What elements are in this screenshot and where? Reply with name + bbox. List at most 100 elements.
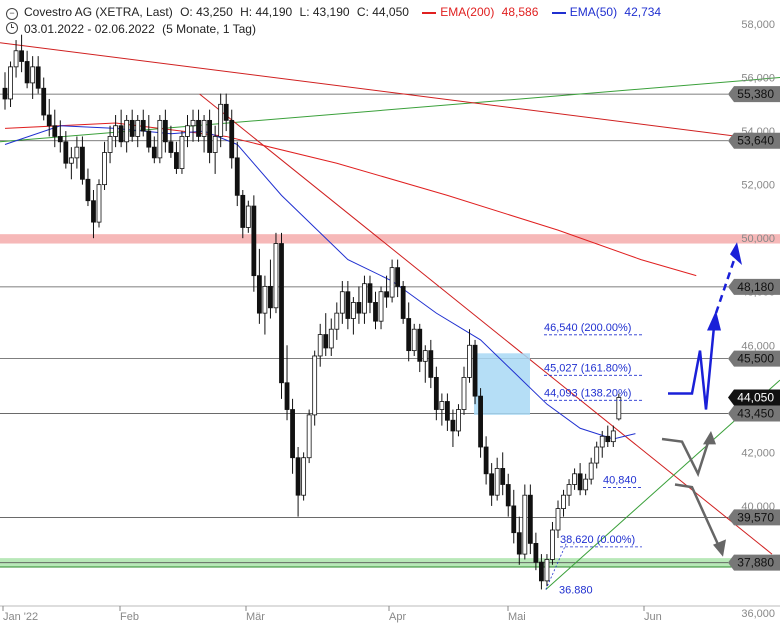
candle-body: [113, 125, 118, 137]
candle-body: [223, 103, 229, 121]
candle-body: [140, 119, 146, 132]
candle-body: [168, 141, 174, 153]
low-value: L: 43,190: [299, 5, 350, 19]
red-down-trendline: [199, 93, 773, 555]
candle-body: [422, 350, 428, 362]
up-arrow-head-icon: [707, 310, 721, 331]
candle-body: [41, 87, 47, 116]
candle-body: [362, 283, 367, 314]
candle-body: [218, 103, 224, 137]
candle-body: [290, 409, 295, 459]
collapse-icon[interactable]: −: [6, 8, 18, 20]
candle-body: [107, 136, 113, 153]
candle-body: [334, 312, 340, 330]
candle-body: [616, 397, 622, 420]
candle-body: [389, 267, 395, 298]
candle-body: [378, 291, 384, 322]
candle-body: [583, 478, 589, 491]
down-scenario-arrow: [674, 483, 722, 550]
y-tick-label: 52,000: [741, 180, 775, 192]
alt-arrow-head-icon: [703, 430, 716, 445]
candle-body: [96, 184, 102, 223]
candle-body: [433, 376, 439, 410]
candle-body: [207, 119, 213, 153]
candle-body: [544, 559, 550, 582]
candle-body: [295, 457, 301, 496]
candle-body: [489, 473, 495, 496]
candle-body: [527, 494, 533, 544]
level-price-tag: [728, 350, 780, 367]
candle-body: [577, 473, 583, 491]
candle-body: [467, 344, 472, 378]
ema200-label: EMA(200): [440, 5, 495, 19]
dashed-arrow-head-icon: [730, 242, 742, 265]
alt-up-scenario-arrow: [661, 435, 712, 478]
candle-body: [450, 419, 456, 432]
low-annotation-label: 36.880: [559, 584, 593, 596]
level-price-tag: [728, 405, 780, 422]
candle-body: [406, 318, 412, 352]
candle-body: [46, 114, 52, 127]
candle-body: [461, 376, 467, 410]
fib-anchor-line: [545, 543, 567, 590]
candle-body: [24, 61, 30, 84]
candle-body: [30, 66, 36, 84]
candle-body: [494, 468, 500, 496]
candle-body: [605, 435, 611, 443]
candle-body: [57, 136, 63, 143]
candle-body: [350, 302, 356, 319]
candle-body: [400, 285, 406, 319]
level-price-tag: [728, 132, 780, 149]
candle-body: [251, 205, 257, 277]
x-tick-label: Mai: [508, 611, 526, 623]
candle-body: [124, 119, 130, 143]
high-value: H: 44,190: [240, 5, 293, 19]
candle-body: [85, 178, 91, 202]
ema200-value: 48,586: [501, 5, 539, 19]
candle-body: [356, 302, 362, 314]
candle-body: [411, 328, 417, 352]
candle-body: [572, 473, 577, 485]
candle-body: [13, 50, 19, 68]
level-price-label: 53,640: [737, 134, 774, 148]
fib-level-label: 46,540 (200.00%): [544, 322, 631, 334]
candle-body: [306, 414, 312, 459]
date-range: 03.01.2022 - 02.06.2022: [24, 22, 155, 36]
candle-body: [229, 119, 235, 159]
candle-body: [179, 136, 185, 169]
candle-body: [533, 542, 539, 563]
ema50-value: 42,734: [624, 5, 662, 19]
x-tick-label: Feb: [120, 611, 139, 623]
candle-body: [35, 66, 41, 89]
x-tick-label: Jun: [644, 611, 662, 623]
candle-body: [185, 125, 190, 137]
level-price-label: 48,180: [737, 280, 774, 294]
candle-body: [135, 119, 141, 137]
level-price-label: 55,380: [737, 87, 774, 101]
candle-body: [317, 334, 323, 357]
candle-body: [500, 468, 506, 485]
y-tick-label: 42,000: [741, 447, 775, 459]
level-price-tag: [728, 509, 780, 526]
candle-body: [516, 532, 522, 555]
candle-body: [19, 50, 24, 62]
candle-body: [212, 136, 218, 153]
candle-body: [63, 141, 69, 164]
ema200-swatch-icon: [422, 11, 437, 14]
target-zone-box: [474, 353, 530, 415]
candle-body: [162, 119, 168, 143]
candle-body: [456, 409, 461, 432]
level-price-tag: [728, 278, 780, 295]
candle-body: [599, 435, 605, 448]
trendlines-layer: [0, 42, 780, 590]
axis-layer: 58,00056,00054,00052,00050,00048,00046,0…: [0, 19, 780, 623]
candle-body: [395, 267, 401, 287]
candle-body: [68, 157, 74, 164]
close-value: C: 44,050: [356, 5, 409, 19]
candle-body: [8, 66, 13, 100]
y-tick-label: 40,000: [741, 501, 775, 513]
candle-body: [118, 125, 124, 143]
candle-body: [594, 446, 600, 464]
candle-body: [284, 382, 290, 410]
candle-body: [561, 494, 566, 509]
